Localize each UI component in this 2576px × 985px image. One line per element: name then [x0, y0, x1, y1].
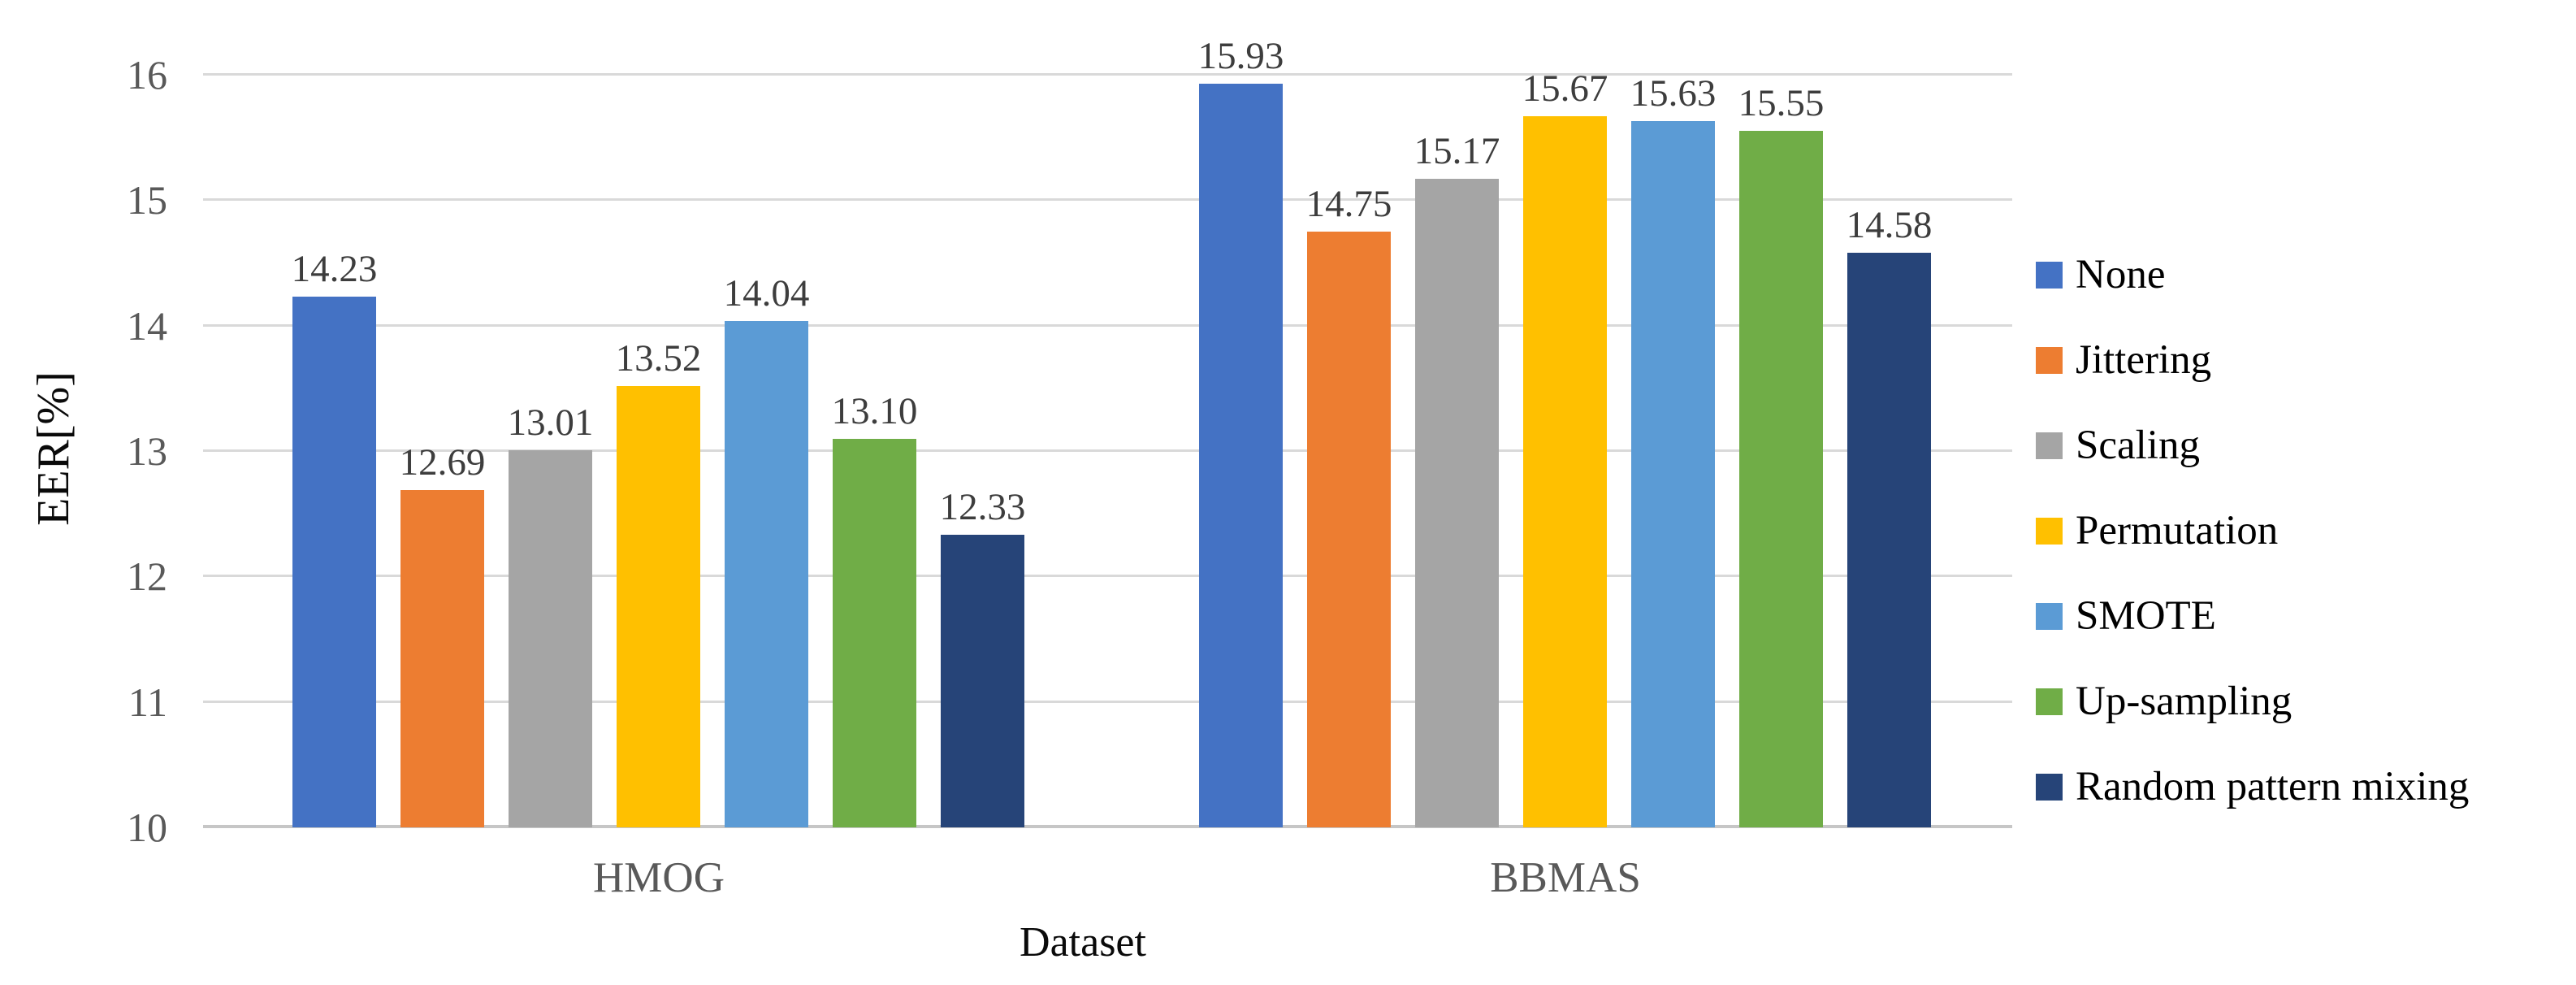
legend-item-smote: SMOTE — [2036, 593, 2469, 639]
legend-label: Up-sampling — [2076, 679, 2292, 724]
bar-hmog-smote: 14.04 — [723, 271, 810, 827]
y-tick-label-11: 11 — [128, 679, 167, 725]
gridline-16 — [203, 73, 2012, 76]
bar-value-label: 13.01 — [507, 401, 594, 444]
bar-value-label: 14.23 — [291, 248, 378, 291]
legend-swatch-icon — [2036, 602, 2063, 630]
bar-value-label: 15.17 — [1414, 130, 1500, 173]
plot-area: 14.23 12.69 13.01 13.52 14.04 13.10 12.33 15.9… — [203, 36, 2012, 828]
y-axis-ticks: 10 11 12 13 14 15 16 — [0, 54, 167, 848]
bar-hmog-permutation: 13.52 — [615, 336, 702, 827]
bar-value-label: 15.67 — [1522, 67, 1608, 110]
bar-value-label: 12.69 — [399, 440, 486, 484]
bar-hmog-random-pattern-mixing: 12.33 — [939, 486, 1026, 827]
legend: None Jittering Scaling Permutation SMOTE Up-s… — [2036, 252, 2469, 809]
y-tick-label-15: 15 — [127, 177, 167, 223]
y-tick-label-13: 13 — [127, 428, 167, 474]
bar-bbmas-none: 15.93 — [1197, 34, 1284, 827]
gridline-11 — [203, 700, 2012, 703]
legend-label: Scaling — [2076, 423, 2200, 468]
legend-item-scaling: Scaling — [2036, 423, 2469, 468]
y-tick-label-12: 12 — [127, 553, 167, 600]
bar-hmog-none: 14.23 — [291, 248, 378, 827]
legend-label: Permutation — [2076, 508, 2279, 553]
legend-swatch-icon — [2036, 688, 2063, 715]
legend-item-permutation: Permutation — [2036, 508, 2469, 553]
bar-rect — [725, 320, 808, 827]
bar-bbmas-scaling: 15.17 — [1414, 130, 1500, 827]
bar-value-label: 15.63 — [1630, 72, 1717, 115]
legend-item-up-sampling: Up-sampling — [2036, 679, 2469, 724]
bar-bbmas-up-sampling: 15.55 — [1738, 82, 1825, 827]
bar-rect — [1847, 253, 1931, 827]
bar-bbmas-permutation: 15.67 — [1522, 67, 1608, 827]
bar-hmog-scaling: 13.01 — [507, 401, 594, 827]
bar-rect — [941, 535, 1024, 827]
bar-rect — [1199, 83, 1283, 827]
bar-rect — [833, 438, 916, 827]
bar-value-label: 15.93 — [1197, 34, 1284, 77]
bar-hmog-jittering: 12.69 — [399, 440, 486, 827]
bar-bbmas-smote: 15.63 — [1630, 72, 1717, 827]
x-axis-title: Dataset — [1020, 919, 1146, 965]
legend-label: Jittering — [2076, 337, 2212, 383]
bar-rect — [1739, 131, 1823, 827]
bar-group-hmog: 14.23 12.69 13.01 13.52 14.04 13.10 12.33 — [291, 248, 1026, 827]
legend-swatch-icon — [2036, 432, 2063, 459]
bar-value-label: 14.04 — [723, 271, 810, 315]
x-category-label-bbmas: BBMAS — [1490, 854, 1641, 901]
legend-item-jittering: Jittering — [2036, 337, 2469, 383]
bar-value-label: 14.58 — [1846, 204, 1933, 247]
legend-swatch-icon — [2036, 261, 2063, 289]
gridline-14 — [203, 323, 2012, 327]
bar-value-label: 12.33 — [939, 486, 1026, 529]
bar-rect — [1307, 231, 1391, 827]
gridline-12 — [203, 575, 2012, 578]
bar-rect — [1523, 115, 1607, 827]
y-tick-label-14: 14 — [127, 302, 167, 349]
legend-swatch-icon — [2036, 773, 2063, 801]
bar-rect — [1415, 179, 1499, 827]
bar-value-label: 13.10 — [831, 389, 918, 432]
bar-value-label: 15.55 — [1738, 82, 1825, 125]
bar-rect — [292, 297, 376, 827]
legend-label: Random pattern mixing — [2076, 764, 2470, 809]
legend-item-none: None — [2036, 252, 2469, 297]
bar-value-label: 13.52 — [615, 336, 702, 380]
gridline-13 — [203, 449, 2012, 452]
bar-value-label: 14.75 — [1305, 182, 1392, 225]
bar-rect — [617, 385, 700, 827]
legend-item-random-pattern-mixing: Random pattern mixing — [2036, 764, 2469, 809]
bar-group-bbmas: 15.93 14.75 15.17 15.67 15.63 15.55 14.58 — [1197, 34, 1933, 827]
legend-label: None — [2076, 252, 2166, 297]
gridline-15 — [203, 198, 2012, 202]
bar-bbmas-jittering: 14.75 — [1305, 182, 1392, 827]
legend-swatch-icon — [2036, 346, 2063, 374]
bar-rect — [1631, 121, 1715, 827]
x-category-label-hmog: HMOG — [593, 854, 725, 901]
y-tick-label-16: 16 — [127, 52, 167, 98]
bar-rect — [509, 449, 592, 827]
legend-label: SMOTE — [2076, 593, 2216, 639]
legend-swatch-icon — [2036, 517, 2063, 545]
bar-rect — [400, 489, 484, 827]
bar-bbmas-random-pattern-mixing: 14.58 — [1846, 204, 1933, 827]
y-tick-label-10: 10 — [127, 805, 167, 850]
x-axis-baseline — [203, 825, 2012, 828]
bar-hmog-up-sampling: 13.10 — [831, 389, 918, 827]
